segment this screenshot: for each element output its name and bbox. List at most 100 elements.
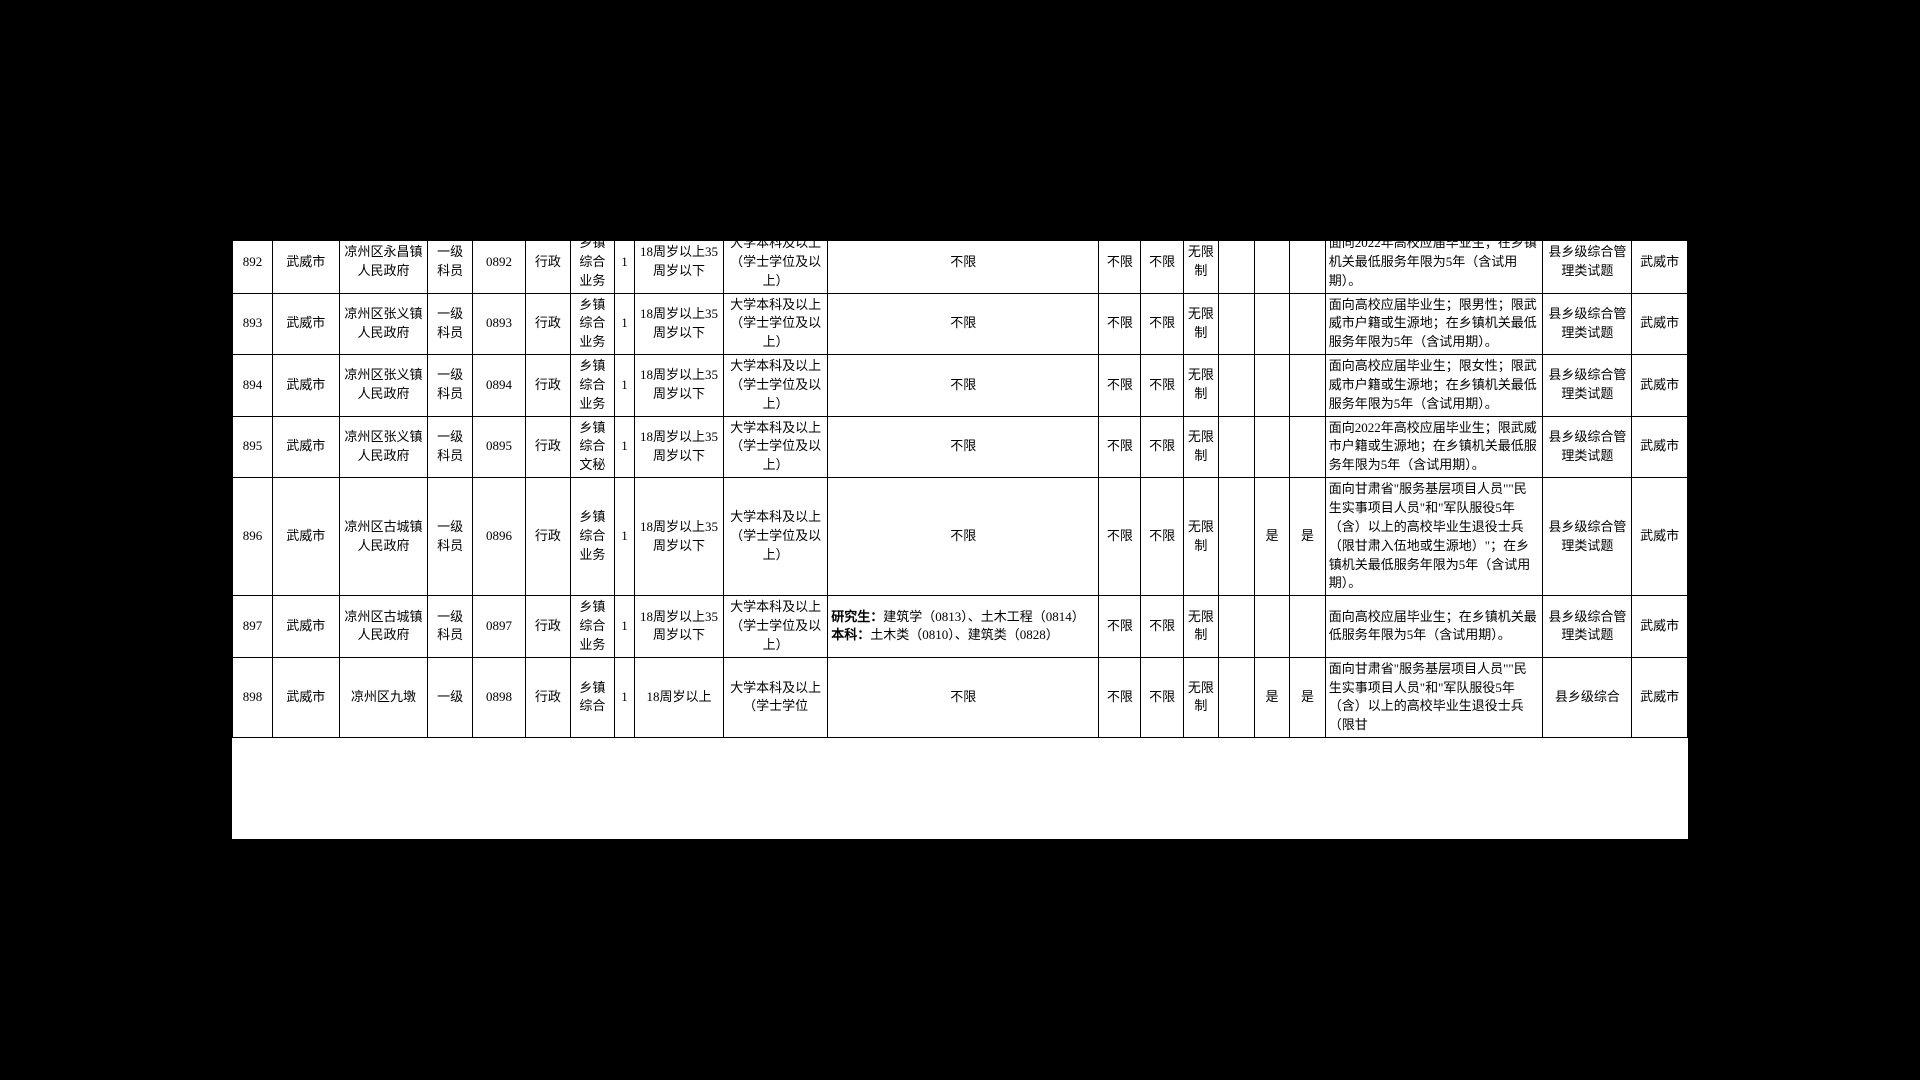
cell-location: 武威市 <box>1632 657 1688 737</box>
cell-unit: 凉州区九墩 <box>339 657 428 737</box>
cell-c15 <box>1254 355 1290 417</box>
cell-count: 1 <box>615 478 635 596</box>
cell-location: 武威市 <box>1632 241 1688 293</box>
cell-post: 乡镇综合业务 <box>570 293 614 355</box>
cell-post: 乡镇综合业务 <box>570 596 614 658</box>
cell-c16 <box>1290 293 1326 355</box>
cell-c14 <box>1219 657 1255 737</box>
cell-c14 <box>1219 596 1255 658</box>
cell-index: 893 <box>233 293 273 355</box>
table-row: 896武威市凉州区古城镇人民政府一级科员0896行政乡镇综合业务118周岁以上3… <box>233 478 1688 596</box>
cell-city: 武威市 <box>272 355 339 417</box>
cell-c13: 无限制 <box>1183 293 1219 355</box>
cell-c12: 不限 <box>1141 241 1183 293</box>
cell-education: 大学本科及以上（学士学位及以上） <box>723 596 827 658</box>
cell-major: 不限 <box>828 657 1099 737</box>
cell-c14 <box>1219 241 1255 293</box>
cell-index: 896 <box>233 478 273 596</box>
cell-c14 <box>1219 478 1255 596</box>
table-row: 893武威市凉州区张义镇人民政府一级科员0893行政乡镇综合业务118周岁以上3… <box>233 293 1688 355</box>
cell-unit: 凉州区张义镇人民政府 <box>339 355 428 417</box>
cell-c15 <box>1254 596 1290 658</box>
cell-c12: 不限 <box>1141 478 1183 596</box>
cell-category: 行政 <box>526 293 570 355</box>
cell-c12: 不限 <box>1141 355 1183 417</box>
cell-c12: 不限 <box>1141 657 1183 737</box>
cell-city: 武威市 <box>272 478 339 596</box>
cell-count: 1 <box>615 293 635 355</box>
cell-remark: 面向2022年高校应届毕业生；限武威市户籍或生源地；在乡镇机关最低服务年限为5年… <box>1325 416 1543 478</box>
cell-c14 <box>1219 355 1255 417</box>
cell-index: 898 <box>233 657 273 737</box>
cell-category: 行政 <box>526 241 570 293</box>
cell-category: 行政 <box>526 657 570 737</box>
cell-remark: 面向甘肃省"服务基层项目人员""民生实事项目人员"和"军队服役5年（含）以上的高… <box>1325 478 1543 596</box>
cell-major: 研究生：建筑学（0813）、土木工程（0814）本科：土木类（0810）、建筑类… <box>828 596 1099 658</box>
cell-city: 武威市 <box>272 293 339 355</box>
cell-c12: 不限 <box>1141 293 1183 355</box>
cell-code: 0895 <box>472 416 525 478</box>
cell-c13: 无限制 <box>1183 416 1219 478</box>
cell-remark: 面向高校应届毕业生；在乡镇机关最低服务年限为5年（含试用期）。 <box>1325 596 1543 658</box>
cell-exam: 县乡级综合管理类试题 <box>1543 596 1632 658</box>
cell-age: 18周岁以上35周岁以下 <box>635 355 724 417</box>
position-table: 892武威市凉州区永昌镇人民政府一级科员0892行政乡镇综合业务118周岁以上3… <box>232 241 1688 738</box>
cell-rank: 一级科员 <box>428 596 472 658</box>
cell-age: 18周岁以上35周岁以下 <box>635 293 724 355</box>
table-row: 897武威市凉州区古城镇人民政府一级科员0897行政乡镇综合业务118周岁以上3… <box>233 596 1688 658</box>
cell-major: 不限 <box>828 478 1099 596</box>
cell-major: 不限 <box>828 293 1099 355</box>
cell-remark: 面向高校应届毕业生；限男性；限武威市户籍或生源地；在乡镇机关最低服务年限为5年（… <box>1325 293 1543 355</box>
cell-age: 18周岁以上35周岁以下 <box>635 416 724 478</box>
cell-city: 武威市 <box>272 416 339 478</box>
cell-count: 1 <box>615 657 635 737</box>
cell-index: 895 <box>233 416 273 478</box>
cell-city: 武威市 <box>272 657 339 737</box>
cell-c16 <box>1290 596 1326 658</box>
cell-city: 武威市 <box>272 241 339 293</box>
cell-code: 0896 <box>472 478 525 596</box>
cell-city: 武威市 <box>272 596 339 658</box>
table-row: 895武威市凉州区张义镇人民政府一级科员0895行政乡镇综合文秘118周岁以上3… <box>233 416 1688 478</box>
cell-rank: 一级科员 <box>428 478 472 596</box>
cell-c11: 不限 <box>1099 596 1141 658</box>
cell-major: 不限 <box>828 241 1099 293</box>
cell-age: 18周岁以上35周岁以下 <box>635 478 724 596</box>
cell-c15 <box>1254 241 1290 293</box>
cell-unit: 凉州区张义镇人民政府 <box>339 293 428 355</box>
cell-index: 897 <box>233 596 273 658</box>
cell-exam: 县乡级综合管理类试题 <box>1543 241 1632 293</box>
table-row: 892武威市凉州区永昌镇人民政府一级科员0892行政乡镇综合业务118周岁以上3… <box>233 241 1688 293</box>
cell-age: 18周岁以上35周岁以下 <box>635 241 724 293</box>
cell-post: 乡镇综合业务 <box>570 241 614 293</box>
cell-location: 武威市 <box>1632 416 1688 478</box>
cell-count: 1 <box>615 416 635 478</box>
cell-c13: 无限制 <box>1183 355 1219 417</box>
cell-location: 武威市 <box>1632 355 1688 417</box>
cell-location: 武威市 <box>1632 478 1688 596</box>
cell-rank: 一级科员 <box>428 416 472 478</box>
cell-c15: 是 <box>1254 657 1290 737</box>
cell-c16 <box>1290 355 1326 417</box>
cell-c15: 是 <box>1254 478 1290 596</box>
cell-education: 大学本科及以上（学士学位及以上） <box>723 416 827 478</box>
cell-c13: 无限制 <box>1183 241 1219 293</box>
cell-category: 行政 <box>526 355 570 417</box>
cell-rank: 一级科员 <box>428 241 472 293</box>
cell-c13: 无限制 <box>1183 478 1219 596</box>
cell-code: 0898 <box>472 657 525 737</box>
cell-remark: 面向甘肃省"服务基层项目人员""民生实事项目人员"和"军队服役5年（含）以上的高… <box>1325 657 1543 737</box>
cell-c11: 不限 <box>1099 657 1141 737</box>
cell-post: 乡镇综合文秘 <box>570 416 614 478</box>
cell-index: 894 <box>233 355 273 417</box>
cell-exam: 县乡级综合管理类试题 <box>1543 293 1632 355</box>
cell-rank: 一级 <box>428 657 472 737</box>
cell-index: 892 <box>233 241 273 293</box>
cell-location: 武威市 <box>1632 596 1688 658</box>
cell-c13: 无限制 <box>1183 596 1219 658</box>
cell-exam: 县乡级综合 <box>1543 657 1632 737</box>
cell-c16: 是 <box>1290 657 1326 737</box>
cell-c12: 不限 <box>1141 416 1183 478</box>
document-page: 892武威市凉州区永昌镇人民政府一级科员0892行政乡镇综合业务118周岁以上3… <box>232 241 1688 839</box>
cell-age: 18周岁以上35周岁以下 <box>635 596 724 658</box>
